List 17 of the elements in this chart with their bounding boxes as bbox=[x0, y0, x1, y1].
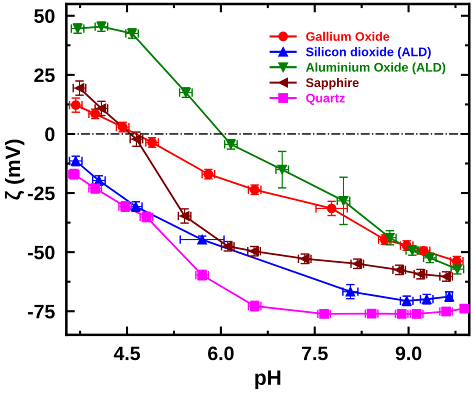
legend-label: Sapphire bbox=[306, 78, 359, 90]
x-tick-label: 9.0 bbox=[396, 346, 422, 360]
legend-label: Gallium Oxide bbox=[306, 32, 390, 41]
y-tick-label: -25 bbox=[28, 186, 55, 200]
x-axis-title: pH bbox=[255, 370, 280, 390]
legend-label: Aluminium Oxide (ALD) bbox=[306, 62, 446, 74]
legend-label: Silicon dioxide (ALD) bbox=[306, 47, 431, 59]
y-tick-label: -50 bbox=[28, 246, 54, 260]
y-tick-label: 50 bbox=[34, 9, 54, 23]
x-tick-label: 7.5 bbox=[302, 346, 328, 360]
y-tick-label: 25 bbox=[34, 68, 55, 82]
legend-label: Quartz bbox=[306, 94, 345, 105]
y-tick-label: 0 bbox=[45, 127, 54, 142]
y-axis-title: ζ (mV) bbox=[4, 140, 24, 200]
x-tick-label: 6.0 bbox=[208, 346, 234, 360]
y-tick-label: -75 bbox=[28, 304, 55, 318]
x-tick-label: 4.5 bbox=[114, 346, 140, 360]
